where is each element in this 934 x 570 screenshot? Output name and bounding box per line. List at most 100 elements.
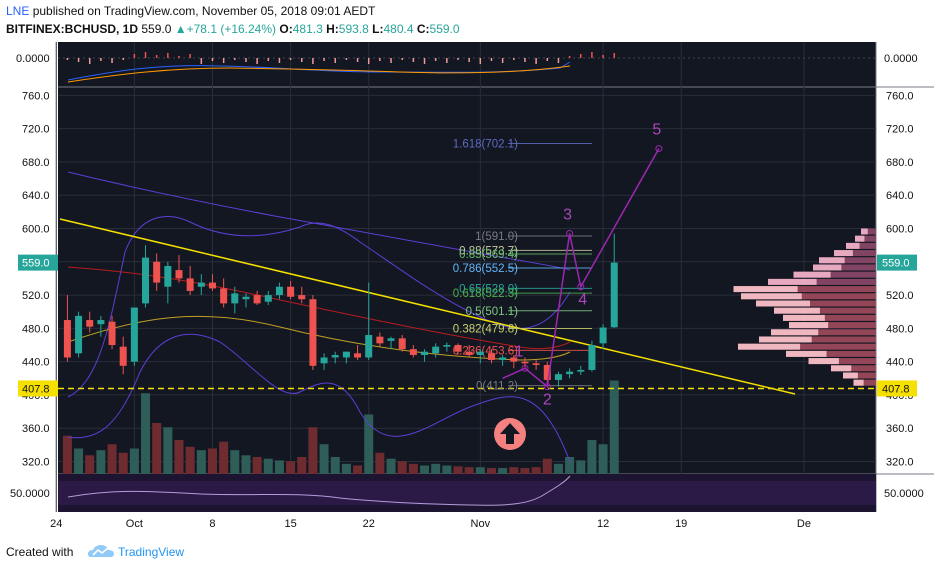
profile-bar xyxy=(793,271,876,278)
profile-bar xyxy=(846,242,876,249)
high-label: H: xyxy=(326,22,339,36)
time-axis[interactable]: 24 Oct 8 15 22 Nov 12 19 De xyxy=(50,518,811,530)
candle-body xyxy=(287,286,295,297)
volume-bar xyxy=(141,393,151,474)
candle-body xyxy=(465,351,473,355)
volume-bar xyxy=(207,448,217,474)
profile-bar-buy xyxy=(843,372,858,379)
elliott-waves: 1 2 3 4 5 xyxy=(502,122,663,409)
wave-label: 4 xyxy=(578,292,587,309)
candle-body xyxy=(298,295,306,300)
price-change: +78.1 (+16.24%) xyxy=(186,22,277,36)
profile-bar xyxy=(831,365,876,372)
volume-bar xyxy=(565,457,575,474)
volume-bar xyxy=(520,468,530,474)
profile-bar xyxy=(774,307,876,314)
volume-bar xyxy=(498,468,508,474)
candle-body xyxy=(220,288,228,304)
profile-bar-buy xyxy=(861,228,868,235)
y-tick-label-left: 360.0 xyxy=(22,423,50,435)
y-tick-label-left: 320.0 xyxy=(22,457,50,469)
y-tick-label-left: 680.0 xyxy=(22,157,50,169)
x-tick-label: Nov xyxy=(471,518,491,530)
volume-bar xyxy=(96,450,106,474)
candle-body xyxy=(365,335,373,358)
y-tick-label-right: 720.0 xyxy=(886,124,914,136)
x-tick-label: 12 xyxy=(597,518,609,530)
low-value: 480.4 xyxy=(383,22,414,36)
wave-label: 5 xyxy=(652,122,661,139)
candle-body xyxy=(532,363,540,365)
volume-bar xyxy=(598,444,608,474)
fib-label: 0.85(569.4) xyxy=(459,249,518,261)
price-chart[interactable]: 1.618(702.1) 1(591.0) 0.88(573.7)0.85(569.… xyxy=(0,42,934,540)
volume-bar xyxy=(442,465,452,474)
x-tick-label: 22 xyxy=(363,518,375,530)
candle-body xyxy=(566,371,574,375)
volume-bar xyxy=(308,427,318,474)
candle-body xyxy=(421,351,429,355)
y-tick-label-left: 720.0 xyxy=(22,124,50,136)
candle-body xyxy=(599,327,607,344)
fib-label: 0.65(528.0) xyxy=(459,283,518,295)
x-tick-label: Oct xyxy=(126,518,143,530)
volume-bar xyxy=(286,461,296,474)
tradingview-logo-icon[interactable] xyxy=(88,544,114,560)
volume-bar xyxy=(196,450,206,474)
volume-bar xyxy=(386,458,396,474)
open-label: O: xyxy=(279,22,293,36)
wave-point xyxy=(521,364,529,372)
y-tick-label-right: 760.0 xyxy=(886,90,914,102)
candle-body xyxy=(376,336,384,344)
volume-bar xyxy=(107,444,117,474)
wave-label: 1 xyxy=(515,343,524,360)
arrow-glyph xyxy=(500,423,520,444)
volume-bar xyxy=(576,460,586,474)
profile-bar-buy xyxy=(733,286,798,293)
volume-bar xyxy=(353,465,363,474)
last-price-label-left: 559.0 xyxy=(22,258,50,270)
volume-bar xyxy=(542,458,552,474)
author-name[interactable]: LNE xyxy=(6,4,30,18)
created-with-label: Created with xyxy=(6,545,74,559)
profile-bar xyxy=(808,358,876,365)
volume-bar xyxy=(129,448,139,474)
y-tick-label-left: 600.0 xyxy=(22,223,50,235)
candle-body xyxy=(275,286,283,296)
y-tick-label-right: 600.0 xyxy=(886,223,914,235)
candle-body xyxy=(577,369,585,372)
wave-label: 2 xyxy=(543,392,552,409)
volume-bars xyxy=(62,380,619,474)
support-label-left: 407.8 xyxy=(22,383,50,395)
x-tick-label: 19 xyxy=(675,518,687,530)
profile-bar xyxy=(738,343,876,350)
rsi-panel xyxy=(58,474,876,512)
volume-bar xyxy=(486,468,496,474)
fib-label: 0.236(453.6) xyxy=(453,345,518,357)
candlesticks xyxy=(63,233,618,387)
fib-label: 0(411.2) xyxy=(476,381,518,393)
rsi-label-right: 50.0000 xyxy=(884,488,924,500)
rsi-line xyxy=(67,475,571,506)
candle-body xyxy=(443,345,451,347)
top-panel-label-right: 0.0000 xyxy=(884,53,918,65)
candle-body xyxy=(543,364,551,380)
tradingview-brand[interactable]: TradingView xyxy=(118,545,185,559)
candle-body xyxy=(499,357,507,360)
volume-bar xyxy=(297,457,307,474)
profile-bar xyxy=(783,314,876,321)
last-price: 559.0 xyxy=(141,22,172,36)
y-tick-label-right: 320.0 xyxy=(886,457,914,469)
profile-bar xyxy=(759,336,876,343)
candle-body xyxy=(97,320,105,325)
indicator-panel xyxy=(58,52,876,83)
profile-bar xyxy=(834,250,876,257)
y-tick-label-right: 680.0 xyxy=(886,157,914,169)
profile-bar xyxy=(789,322,876,329)
support-tag-right xyxy=(877,380,917,397)
profile-bar-buy xyxy=(831,365,852,372)
profile-bar xyxy=(741,293,876,300)
price-axis[interactable]: 760.0 760.0 720.0 720.0 680.0 680.0 640.0 640.0… xyxy=(10,53,924,500)
profile-bar xyxy=(861,228,876,235)
candle-body xyxy=(398,338,406,350)
